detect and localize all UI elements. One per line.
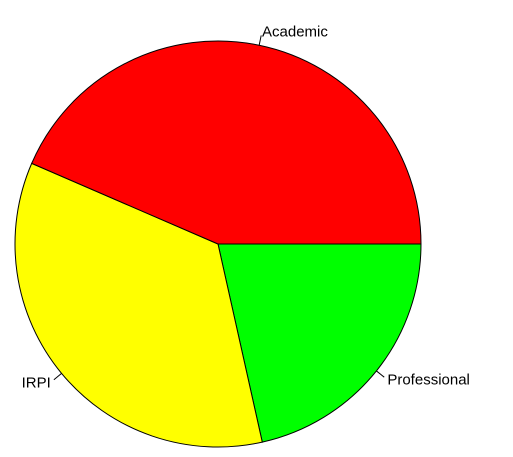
leader-line-academic [258,35,262,46]
slice-label-academic: Academic [262,24,328,41]
leader-line-irpi [53,373,62,381]
pie-slice-irpi [14,162,263,448]
leader-line-professional [376,370,385,378]
slice-label-professional: Professional [387,372,470,389]
slice-label-irpi: IRPI [22,374,51,391]
pie-slice-academic [31,40,422,245]
pie-slice-professional [217,243,422,443]
